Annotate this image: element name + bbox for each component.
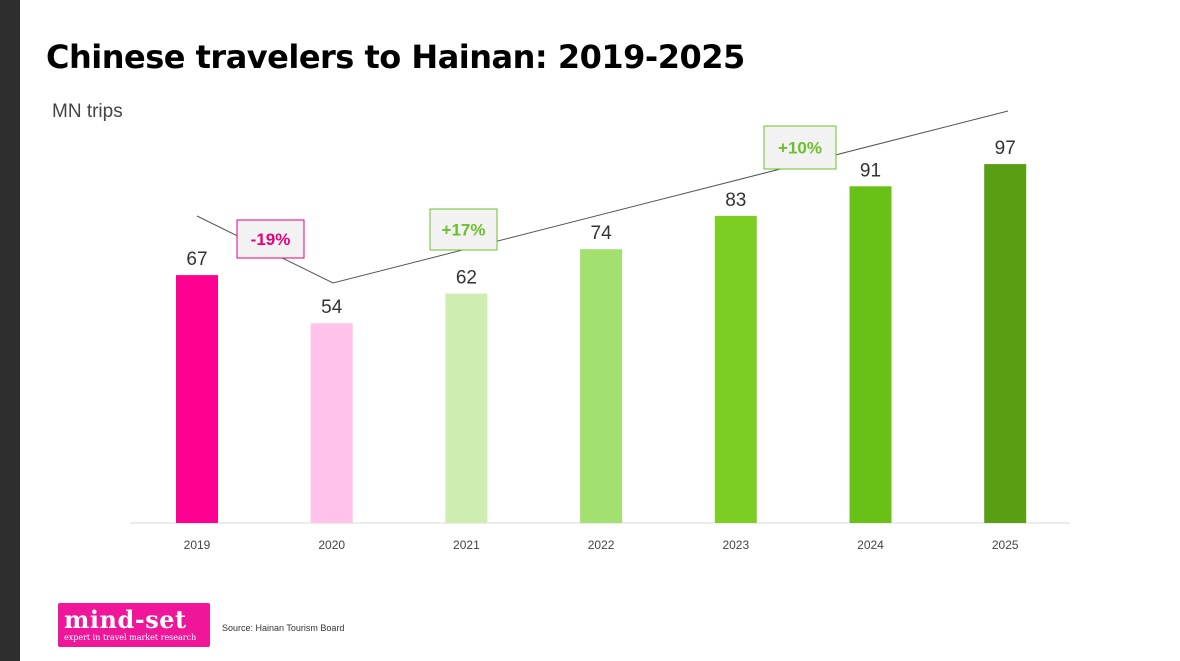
data-label-2021: 62: [456, 268, 477, 289]
unit-label: MN trips: [52, 101, 123, 122]
x-tick-2025: 2025: [992, 538, 1019, 552]
bar-2019: [176, 275, 218, 523]
bar-2023: [714, 215, 757, 523]
page-title: Chinese travelers to Hainan: 2019-2025: [46, 38, 745, 76]
data-label-2024: 91: [860, 160, 881, 181]
bar-2020: [310, 323, 353, 523]
change-callout-box-3: [763, 125, 837, 170]
x-tick-2019: 2019: [184, 538, 211, 552]
x-tick-2024: 2024: [857, 538, 884, 552]
x-tick-2021: 2021: [453, 538, 480, 552]
bar-2021: [445, 293, 488, 523]
change-callout-box-1: [236, 219, 305, 259]
logo-tagline: expert in travel market research: [64, 633, 197, 642]
change-callout-3: +10%: [778, 139, 822, 158]
left-edge-strip: [0, 0, 20, 661]
change-callout-2: +17%: [442, 221, 486, 240]
data-label-2025: 97: [995, 138, 1016, 159]
data-label-2020: 54: [321, 297, 343, 318]
x-tick-2020: 2020: [318, 538, 345, 552]
logo-wordmark: mind-set: [64, 605, 187, 634]
x-tick-2022: 2022: [588, 538, 615, 552]
x-tick-2023: 2023: [722, 538, 749, 552]
source-note: Source: Hainan Tourism Board: [222, 623, 345, 633]
data-label-2022: 74: [591, 223, 613, 244]
bar-2025: [984, 164, 1027, 523]
data-label-2019: 67: [186, 249, 207, 270]
bar-2024: [849, 186, 892, 524]
change-callout-box-2: [429, 208, 498, 251]
bar-2022: [580, 249, 623, 523]
change-callout-1: -19%: [251, 230, 291, 249]
mind-set-logo: mind-set expert in travel market researc…: [58, 603, 210, 647]
data-label-2023: 83: [725, 190, 746, 211]
